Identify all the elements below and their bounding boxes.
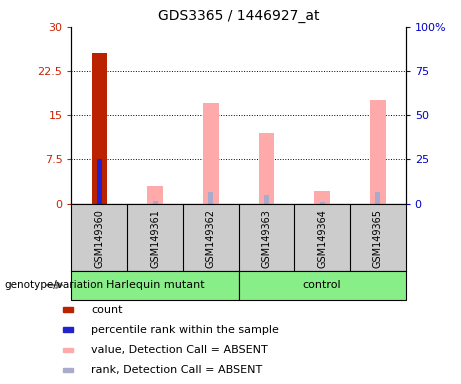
Text: control: control	[303, 280, 342, 290]
Text: Harlequin mutant: Harlequin mutant	[106, 280, 204, 290]
Text: percentile rank within the sample: percentile rank within the sample	[91, 325, 279, 335]
Bar	[153, 201, 158, 204]
Bar	[370, 101, 385, 204]
Text: value, Detection Call = ABSENT: value, Detection Call = ABSENT	[91, 345, 268, 355]
Bar	[208, 192, 213, 204]
Bar	[147, 186, 163, 204]
Bar	[91, 53, 107, 204]
Bar	[97, 159, 102, 204]
Text: genotype/variation: genotype/variation	[5, 280, 104, 290]
Bar	[239, 271, 406, 300]
Bar	[314, 190, 330, 204]
Bar	[63, 367, 73, 372]
Text: GSM149365: GSM149365	[373, 209, 383, 268]
Bar	[63, 327, 73, 332]
Text: count: count	[91, 305, 123, 314]
Bar	[319, 202, 325, 204]
Bar	[375, 192, 380, 204]
Title: GDS3365 / 1446927_at: GDS3365 / 1446927_at	[158, 9, 319, 23]
Text: GSM149360: GSM149360	[95, 209, 104, 268]
Bar	[63, 348, 73, 353]
Text: GSM149362: GSM149362	[206, 209, 216, 268]
Text: GSM149361: GSM149361	[150, 209, 160, 268]
Bar	[203, 103, 219, 204]
Bar	[264, 195, 269, 204]
Text: rank, Detection Call = ABSENT: rank, Detection Call = ABSENT	[91, 365, 262, 375]
Bar	[63, 307, 73, 312]
Text: GSM149364: GSM149364	[317, 209, 327, 268]
Bar	[71, 271, 239, 300]
Bar	[259, 133, 274, 204]
Text: GSM149363: GSM149363	[261, 209, 272, 268]
